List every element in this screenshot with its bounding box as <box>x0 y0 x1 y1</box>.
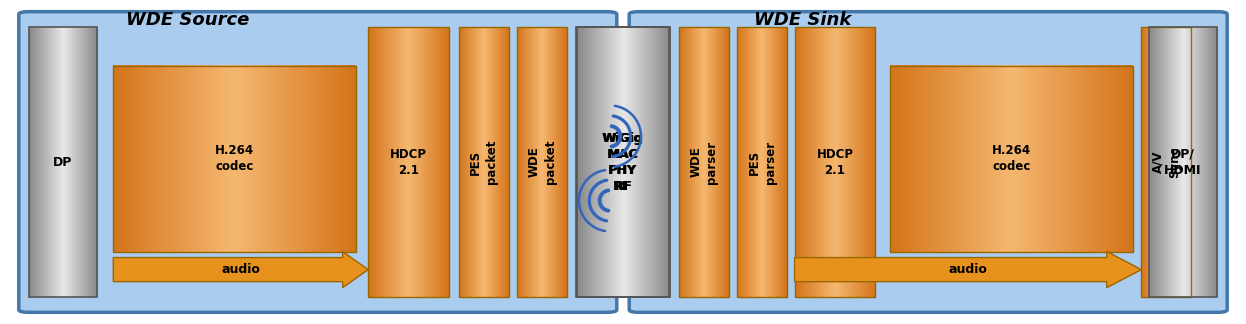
Text: DP: DP <box>54 156 72 168</box>
Text: WDE Source: WDE Source <box>126 11 249 29</box>
Bar <box>795 27 876 297</box>
Text: H.264
codec: H.264 codec <box>214 144 254 173</box>
Text: WiGig
MAC
PHY
RF: WiGig MAC PHY RF <box>603 132 644 192</box>
Text: WiGig
MAC
PHY
RF: WiGig MAC PHY RF <box>602 132 643 192</box>
Text: PES
parser: PES parser <box>748 140 776 184</box>
Text: PES
packet: PES packet <box>470 140 498 184</box>
Bar <box>368 27 449 297</box>
Text: A/V
Sync: A/V Sync <box>1151 146 1181 178</box>
Bar <box>891 66 1133 252</box>
Text: H.264
codec: H.264 codec <box>992 144 1032 173</box>
Text: HDCP
2.1: HDCP 2.1 <box>816 147 854 177</box>
Bar <box>459 27 508 297</box>
Bar <box>1141 27 1191 297</box>
Bar <box>738 27 787 297</box>
FancyBboxPatch shape <box>19 12 617 312</box>
FancyBboxPatch shape <box>629 12 1227 312</box>
Bar <box>517 27 567 297</box>
Text: HDCP
2.1: HDCP 2.1 <box>390 147 427 177</box>
Text: DP/
HDMI: DP/ HDMI <box>1164 147 1202 177</box>
Bar <box>1149 27 1217 297</box>
Bar <box>29 27 97 297</box>
Polygon shape <box>113 251 368 288</box>
Text: WDE
packet: WDE packet <box>528 140 557 184</box>
Text: audio: audio <box>948 263 987 276</box>
Polygon shape <box>795 251 1141 288</box>
Text: WDE
parser: WDE parser <box>689 140 718 184</box>
Bar <box>577 27 670 297</box>
Bar <box>576 27 669 297</box>
Bar <box>679 27 729 297</box>
Text: audio: audio <box>222 263 260 276</box>
Bar <box>113 66 355 252</box>
Text: WDE Sink: WDE Sink <box>754 11 851 29</box>
